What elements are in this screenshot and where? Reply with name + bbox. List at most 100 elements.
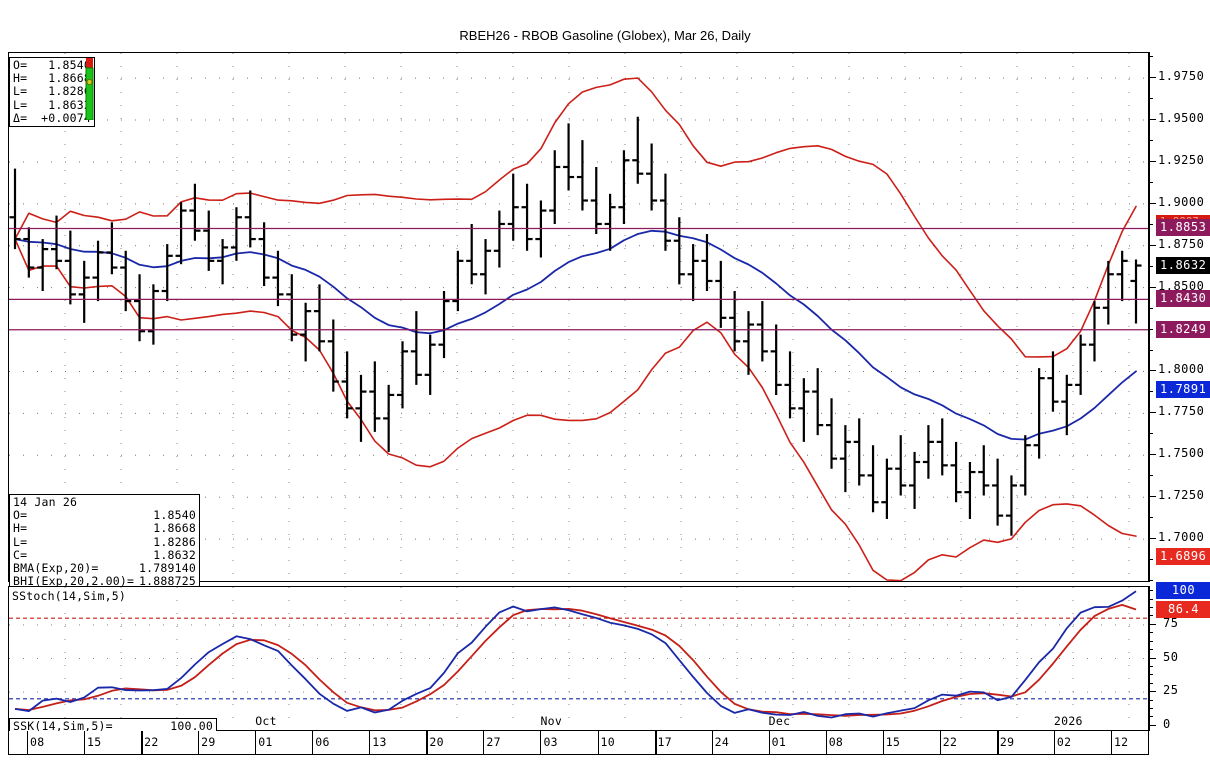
date-tick-label: 29 <box>201 735 216 749</box>
price-chart-panel[interactable] <box>8 52 1149 582</box>
price-badge[interactable]: 1.8249 <box>1156 320 1210 338</box>
price-tick-label: 1.7500 <box>1158 446 1205 461</box>
legend-row: L= 1.8286 <box>13 535 196 549</box>
price-minor-tick <box>1149 307 1153 309</box>
month-label: Oct <box>255 714 277 728</box>
stochastic-minor-tick <box>1149 640 1153 642</box>
price-badge[interactable]: 1.8853 <box>1156 219 1210 237</box>
price-minor-tick <box>1149 454 1153 456</box>
date-tick-label: 06 <box>315 735 330 749</box>
price-minor-tick <box>1149 475 1153 477</box>
date-tick-label: 27 <box>486 735 501 749</box>
price-badge[interactable]: 1.8632 <box>1156 256 1210 274</box>
stochastic-minor-tick <box>1149 607 1153 609</box>
price-minor-tick <box>1149 77 1153 79</box>
stochastic-d-line <box>14 604 1137 717</box>
price-minor-tick <box>1149 181 1153 183</box>
stochastic-tick-label: 75 <box>1163 615 1179 630</box>
date-tick <box>84 731 86 754</box>
price-axis-rail <box>1149 52 1157 582</box>
price-minor-tick <box>1149 286 1153 288</box>
price-badge[interactable]: 1.8430 <box>1156 290 1210 308</box>
date-tick <box>1110 731 1112 754</box>
legend-row-value: 1.8632 <box>153 547 196 562</box>
current-bar-marker-icon <box>85 58 94 120</box>
date-tick <box>483 731 485 754</box>
date-tick-label: 13 <box>372 735 387 749</box>
stochastic-minor-tick <box>1149 699 1153 701</box>
date-tick <box>1053 731 1055 754</box>
legend-date: 14 Jan 26 <box>13 495 78 509</box>
price-minor-tick <box>1149 391 1153 393</box>
stochastic-legend-row: SSK(14,Sim,5)= 100.00 <box>13 719 213 733</box>
legend-row-value: 1.8668 <box>153 521 196 536</box>
stochastic-minor-tick <box>1149 623 1153 625</box>
date-tick-label: 20 <box>429 735 444 749</box>
price-tick-label: 1.9250 <box>1158 152 1205 167</box>
date-tick <box>369 731 371 754</box>
bollinger-upper-line <box>14 77 1137 358</box>
stochastic-minor-tick <box>1149 615 1153 617</box>
stochastic-minor-tick <box>1149 598 1153 600</box>
price-tick-label: 1.9750 <box>1158 69 1205 84</box>
price-badge[interactable]: 1.7891 <box>1156 380 1210 398</box>
price-tick-label: 1.9500 <box>1158 111 1205 126</box>
date-tick <box>996 731 999 754</box>
price-axis[interactable]: 1.9750 1.9500 1.9250 1.9000 1.8750 1.8500 1.80… <box>1149 52 1210 582</box>
stochastic-minor-tick <box>1149 657 1153 659</box>
stochastic-minor-tick <box>1149 649 1153 651</box>
date-tick <box>597 731 599 754</box>
price-plot <box>9 53 1148 581</box>
date-tick <box>540 731 542 754</box>
stochastic-tick-label: 0 <box>1163 716 1171 731</box>
legend-row: H= 1.8668 <box>13 522 196 535</box>
price-minor-tick <box>1149 140 1153 141</box>
ohlc-low-label: L= <box>13 84 28 99</box>
legend-row: O= 1.8540 <box>13 509 196 522</box>
month-strip: Oct Nov Dec 2026 <box>8 712 1149 731</box>
stochastic-minor-tick <box>1149 665 1153 667</box>
date-tick-label: 12 <box>1113 735 1129 749</box>
stochastic-row-key: SSK(14,Sim,5)= <box>13 719 113 733</box>
page-title: RBEH26 - RBOB Gasoline (Globex), Mar 26,… <box>459 28 751 43</box>
price-minor-tick <box>1149 538 1153 540</box>
date-tick <box>939 731 941 754</box>
date-tick-label: 01 <box>771 735 787 749</box>
stochastic-axis[interactable]: 75 50 25 0 100 86.4 <box>1149 582 1210 731</box>
stochastic-title: SStoch(14,Sim,5) <box>10 589 128 603</box>
stochastic-minor-tick <box>1149 674 1153 676</box>
price-tick-label: 1.7750 <box>1158 404 1205 419</box>
ohlc-low-value: 1.8286 <box>48 84 91 99</box>
date-tick <box>825 731 827 754</box>
stochastic-badge[interactable]: 86.4 <box>1156 600 1210 618</box>
date-tick-label: 08 <box>828 735 844 749</box>
stochastic-axis-rail <box>1149 586 1157 731</box>
ohlc-delta-value: +0.0074 <box>41 110 91 125</box>
ohlc-open-value: 1.8540 <box>48 58 91 72</box>
price-minor-tick <box>1149 98 1153 100</box>
ohlc-delta-label: Δ= <box>13 110 28 125</box>
legend-row: C= 1.8632 <box>13 547 196 562</box>
date-tick <box>198 731 200 754</box>
price-minor-tick <box>1149 349 1153 351</box>
stochastic-badge[interactable]: 100 <box>1156 582 1210 600</box>
legend-row-value: 1.789140 <box>139 561 196 576</box>
stochastic-minor-tick <box>1149 632 1153 634</box>
date-tick-label: 03 <box>543 735 558 749</box>
price-minor-tick <box>1149 265 1153 267</box>
price-minor-tick <box>1149 433 1153 435</box>
ohlc-quote-box: O= 1.8540 H= 1.8668 L= 1.8286 L= 1.8632 … <box>9 57 95 128</box>
date-axis[interactable]: 08 15 22 29 01 06 13 20 27 03 10 17 24 01 08 15 22 29 02 12 <box>8 731 1149 755</box>
date-tick-label: 24 <box>714 735 730 749</box>
price-minor-tick <box>1149 559 1153 561</box>
date-tick-label: 02 <box>1056 735 1072 749</box>
legend-row-value: 1.888725 <box>139 574 196 589</box>
month-label: 2026 <box>1053 714 1083 728</box>
stochastic-panel[interactable] <box>8 586 1149 731</box>
price-badge[interactable]: 1.6896 <box>1156 547 1210 565</box>
stochastic-minor-tick <box>1149 707 1153 709</box>
date-tick <box>882 731 884 754</box>
date-tick <box>141 731 144 754</box>
stochastic-minor-tick <box>1149 682 1153 684</box>
legend-row-value: 1.8540 <box>153 508 196 523</box>
